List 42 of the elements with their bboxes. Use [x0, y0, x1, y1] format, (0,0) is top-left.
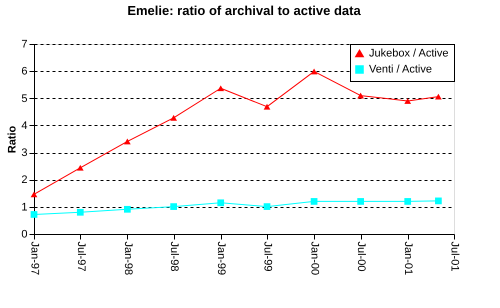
- x-tick-label: Jan-97: [28, 242, 40, 276]
- point: [76, 164, 84, 171]
- x-tick-label: Jan-98: [122, 242, 134, 276]
- point: [217, 199, 224, 206]
- point: [357, 198, 364, 205]
- x-tick-label: Jul-97: [74, 242, 87, 272]
- y-tick-label: 4: [21, 120, 28, 132]
- y-tick-label: 5: [21, 92, 28, 105]
- chart-title: Emelie: ratio of archival to active data: [127, 3, 362, 18]
- x-tick-label: Jan-01: [402, 242, 414, 276]
- point: [124, 206, 131, 213]
- x-tick-label: Jan-00: [308, 242, 321, 276]
- point: [264, 203, 270, 210]
- point: [310, 68, 318, 74]
- point: [30, 191, 38, 198]
- point: [435, 94, 442, 100]
- x-tick-label: Jan-99: [215, 242, 228, 276]
- y-tick-label: 7: [21, 38, 28, 50]
- point: [264, 104, 270, 110]
- point: [124, 138, 131, 144]
- point: [30, 211, 38, 218]
- x-tick-label: Jul-00: [355, 242, 368, 272]
- point: [170, 203, 178, 210]
- legend-label: Venti / Active: [369, 64, 432, 76]
- y-tick-label: 0: [21, 228, 28, 240]
- x-tick-label: Jul-01: [448, 242, 460, 272]
- point: [310, 198, 318, 205]
- y-tick-label: 2: [21, 174, 28, 186]
- y-tick-label: 1: [21, 201, 28, 214]
- point: [76, 208, 84, 216]
- legend-label: Jukebox / Active: [369, 48, 448, 60]
- x-tick-label: Jul-99: [262, 242, 274, 272]
- y-axis-title: Ratio: [6, 125, 18, 154]
- point: [435, 198, 442, 204]
- point: [357, 92, 364, 98]
- point: [170, 114, 178, 121]
- point: [404, 198, 412, 205]
- point: [404, 98, 412, 104]
- y-tick-label: 6: [21, 66, 28, 78]
- y-tick-label: 3: [21, 147, 28, 160]
- point: [217, 85, 224, 92]
- x-tick-label: Jul-98: [168, 242, 180, 272]
